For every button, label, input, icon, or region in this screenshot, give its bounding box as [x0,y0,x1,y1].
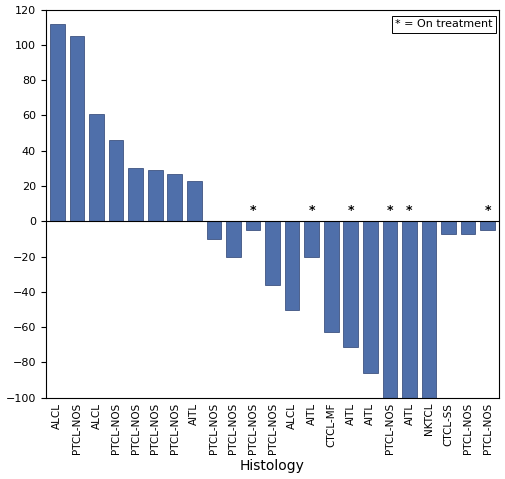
Bar [305,221,319,257]
Bar [422,221,436,399]
Text: *: * [347,204,354,217]
Bar [480,221,495,230]
Bar [109,140,123,221]
Text: * = On treatment: * = On treatment [395,19,493,29]
Bar [148,170,163,221]
Text: *: * [387,204,393,217]
X-axis label: Histology: Histology [240,459,305,473]
Bar [226,221,241,257]
Bar [128,169,143,221]
Text: *: * [250,204,256,217]
Text: *: * [309,204,315,217]
Bar [70,36,84,221]
Bar [383,221,397,399]
Bar [187,181,201,221]
Bar [168,174,182,221]
Bar [285,221,299,309]
Bar [324,221,338,332]
Bar [89,114,104,221]
Text: *: * [484,204,491,217]
Bar [50,23,65,221]
Text: *: * [406,204,413,217]
Bar [461,221,476,234]
Bar [363,221,378,373]
Bar [265,221,280,285]
Bar [402,221,417,399]
Bar [245,221,260,230]
Bar [343,221,358,347]
Bar [207,221,221,239]
Bar [441,221,456,234]
